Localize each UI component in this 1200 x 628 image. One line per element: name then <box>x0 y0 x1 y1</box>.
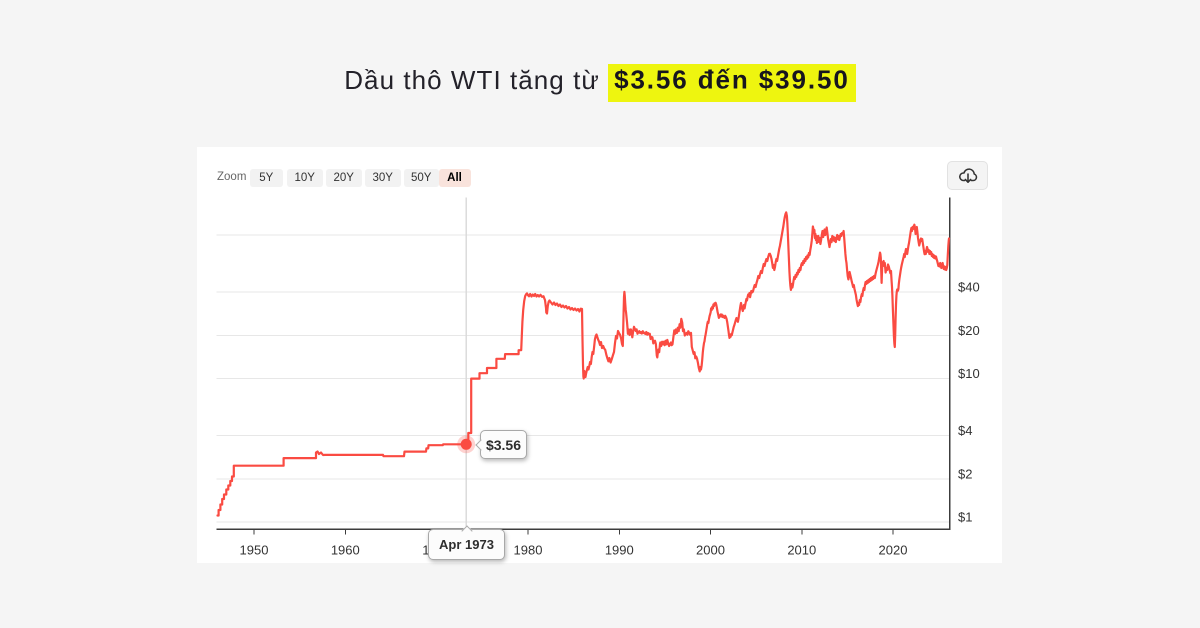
svg-text:2010: 2010 <box>787 543 816 558</box>
svg-text:1960: 1960 <box>331 543 360 558</box>
svg-text:2000: 2000 <box>696 543 725 558</box>
svg-text:1980: 1980 <box>514 543 543 558</box>
svg-text:$20: $20 <box>958 323 980 338</box>
svg-text:1950: 1950 <box>240 543 269 558</box>
svg-text:2020: 2020 <box>879 543 908 558</box>
svg-text:$10: $10 <box>958 366 980 381</box>
svg-text:$1: $1 <box>958 510 972 525</box>
svg-text:$40: $40 <box>958 280 980 295</box>
svg-text:1990: 1990 <box>605 543 634 558</box>
svg-text:$2: $2 <box>958 466 972 481</box>
svg-text:$4: $4 <box>958 423 972 438</box>
